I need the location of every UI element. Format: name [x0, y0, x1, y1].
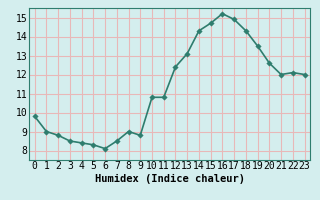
X-axis label: Humidex (Indice chaleur): Humidex (Indice chaleur) [95, 174, 244, 184]
